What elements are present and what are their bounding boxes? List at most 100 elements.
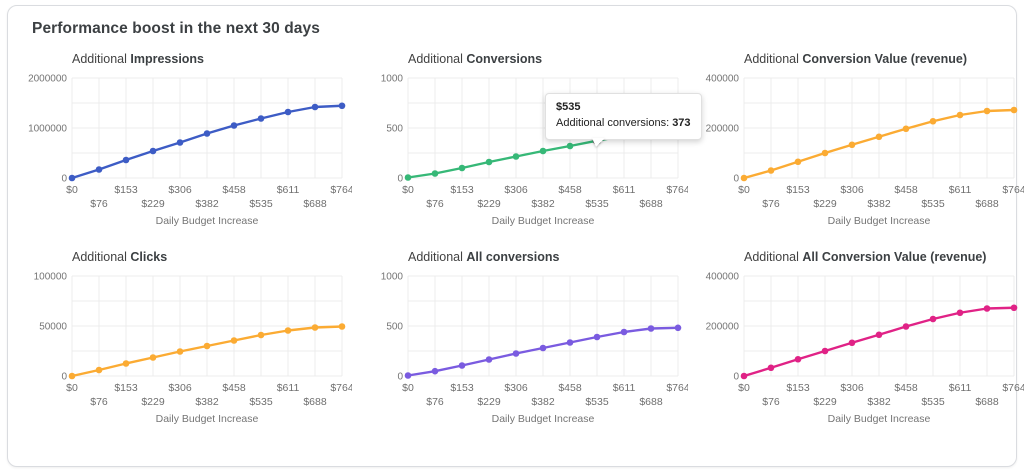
svg-text:$688: $688 [639,198,663,210]
chart-title-metric: Impressions [130,52,205,66]
data-point[interactable] [875,133,883,141]
data-point[interactable] [149,147,157,155]
data-point[interactable] [404,174,412,181]
svg-text:$306: $306 [840,184,864,196]
svg-text:$382: $382 [195,198,219,210]
chart-plot-all-conversions[interactable]: 0 500 1000 $0 $76 $153$229$306$382$458$535 $61… [362,266,688,432]
chart-plot-all-conversion-value[interactable]: 0 200000 400000 $0 $76 $153$229$306$382$458$5… [698,266,1024,432]
data-point[interactable] [740,174,748,182]
svg-text:$611: $611 [949,184,972,196]
svg-text:$306: $306 [504,382,528,394]
svg-text:100000: 100000 [34,272,68,283]
data-point[interactable] [539,344,547,352]
data-point[interactable] [929,117,937,125]
data-point[interactable] [338,102,346,110]
chart-clicks: Additional Clicks 0 50000 100000 $0 $76 $153 $… [26,250,352,432]
chart-tooltip: $535 Additional conversions: 373 [545,92,702,147]
axis-labels: 05001000$0$76$153$229$306$382$458$535$61… [381,74,688,228]
svg-text:1000000: 1000000 [28,124,67,135]
data-point[interactable] [821,347,829,355]
data-point[interactable] [230,122,238,129]
data-point[interactable] [176,139,184,146]
data-point[interactable] [431,367,439,375]
chart-title-metric: Conversion Value (revenue) [802,52,968,66]
svg-text:$153: $153 [450,184,474,196]
data-point[interactable] [956,111,964,119]
data-point[interactable] [176,348,184,355]
data-point[interactable] [95,366,103,374]
chart-plot-conversions[interactable]: 05001000$0$76$153$229$306$382$458$535$61… [362,68,688,234]
data-point[interactable] [485,158,493,166]
chart-title: Additional Impressions [72,52,352,66]
svg-text:$0: $0 [402,184,414,196]
data-point[interactable] [311,324,319,331]
data-point[interactable] [902,323,910,330]
svg-text:$535: $535 [921,396,945,408]
data-point[interactable] [68,372,76,380]
svg-text:1000: 1000 [381,272,404,283]
data-point[interactable] [431,170,439,177]
svg-text:$688: $688 [975,198,999,210]
chart-title-prefix: Additional [744,250,803,264]
data-point[interactable] [620,328,628,336]
data-point[interactable] [68,174,76,182]
data-point[interactable] [203,130,211,137]
data-point[interactable] [458,164,466,172]
data-point[interactable] [794,355,802,363]
svg-text:400000: 400000 [706,272,740,283]
data-point[interactable] [203,342,211,350]
data-point[interactable] [566,339,574,346]
data-point[interactable] [983,107,991,115]
data-point[interactable] [956,309,964,317]
chart-plot-impressions[interactable]: 0 1000000 2000000 $0 $76 $153$229$306$382$458… [26,68,352,234]
chart-impressions: Additional Impressions 0 1000000 2000000 $0… [26,52,352,234]
data-point[interactable] [647,325,655,332]
x-axis-title: Daily Budget Increase [156,413,259,425]
data-point[interactable] [458,362,466,369]
chart-plot-clicks[interactable]: 0 50000 100000 $0 $76 $153$229$306$382$458$53… [26,266,352,432]
data-point[interactable] [284,327,292,334]
data-point[interactable] [338,323,346,330]
data-point[interactable] [149,354,157,361]
data-point[interactable] [122,360,130,367]
data-point[interactable] [848,339,856,347]
data-point[interactable] [875,331,883,339]
data-point[interactable] [674,324,682,332]
data-point[interactable] [767,167,775,174]
data-point[interactable] [539,147,547,155]
data-point[interactable] [257,331,265,339]
svg-text:$382: $382 [195,396,219,408]
data-point[interactable] [902,125,910,133]
gridlines [71,275,343,377]
data-point[interactable] [230,337,238,344]
data-point[interactable] [593,333,601,341]
data-point[interactable] [257,115,265,122]
data-point[interactable] [566,142,574,150]
x-axis-title: Daily Budget Increase [492,413,595,425]
svg-text:$764: $764 [666,382,688,394]
data-point[interactable] [740,372,748,380]
data-point[interactable] [821,149,829,157]
data-point[interactable] [95,166,103,173]
data-point[interactable] [929,315,937,323]
chart-all-conversion-value: Additional All Conversion Value (revenue… [698,250,1024,432]
data-point[interactable] [512,350,520,357]
data-point[interactable] [983,305,991,312]
svg-text:$764: $764 [1002,184,1024,196]
data-point[interactable] [512,153,520,160]
svg-text:$764: $764 [666,184,688,196]
data-point[interactable] [794,158,802,166]
data-point[interactable] [1010,304,1018,312]
chart-title-prefix: Additional [72,52,131,66]
data-point[interactable] [404,372,412,379]
data-point[interactable] [311,103,319,111]
svg-text:$76: $76 [762,396,780,408]
svg-text:$76: $76 [90,198,108,210]
data-point[interactable] [284,108,292,116]
data-point[interactable] [485,356,493,363]
data-point[interactable] [122,156,130,164]
chart-plot-conversion-value[interactable]: 0 200000 400000 $0 $76 $153$229$306$382$458$5… [698,68,1024,234]
data-point[interactable] [848,141,856,149]
data-point[interactable] [1010,106,1018,114]
data-point[interactable] [767,364,775,372]
